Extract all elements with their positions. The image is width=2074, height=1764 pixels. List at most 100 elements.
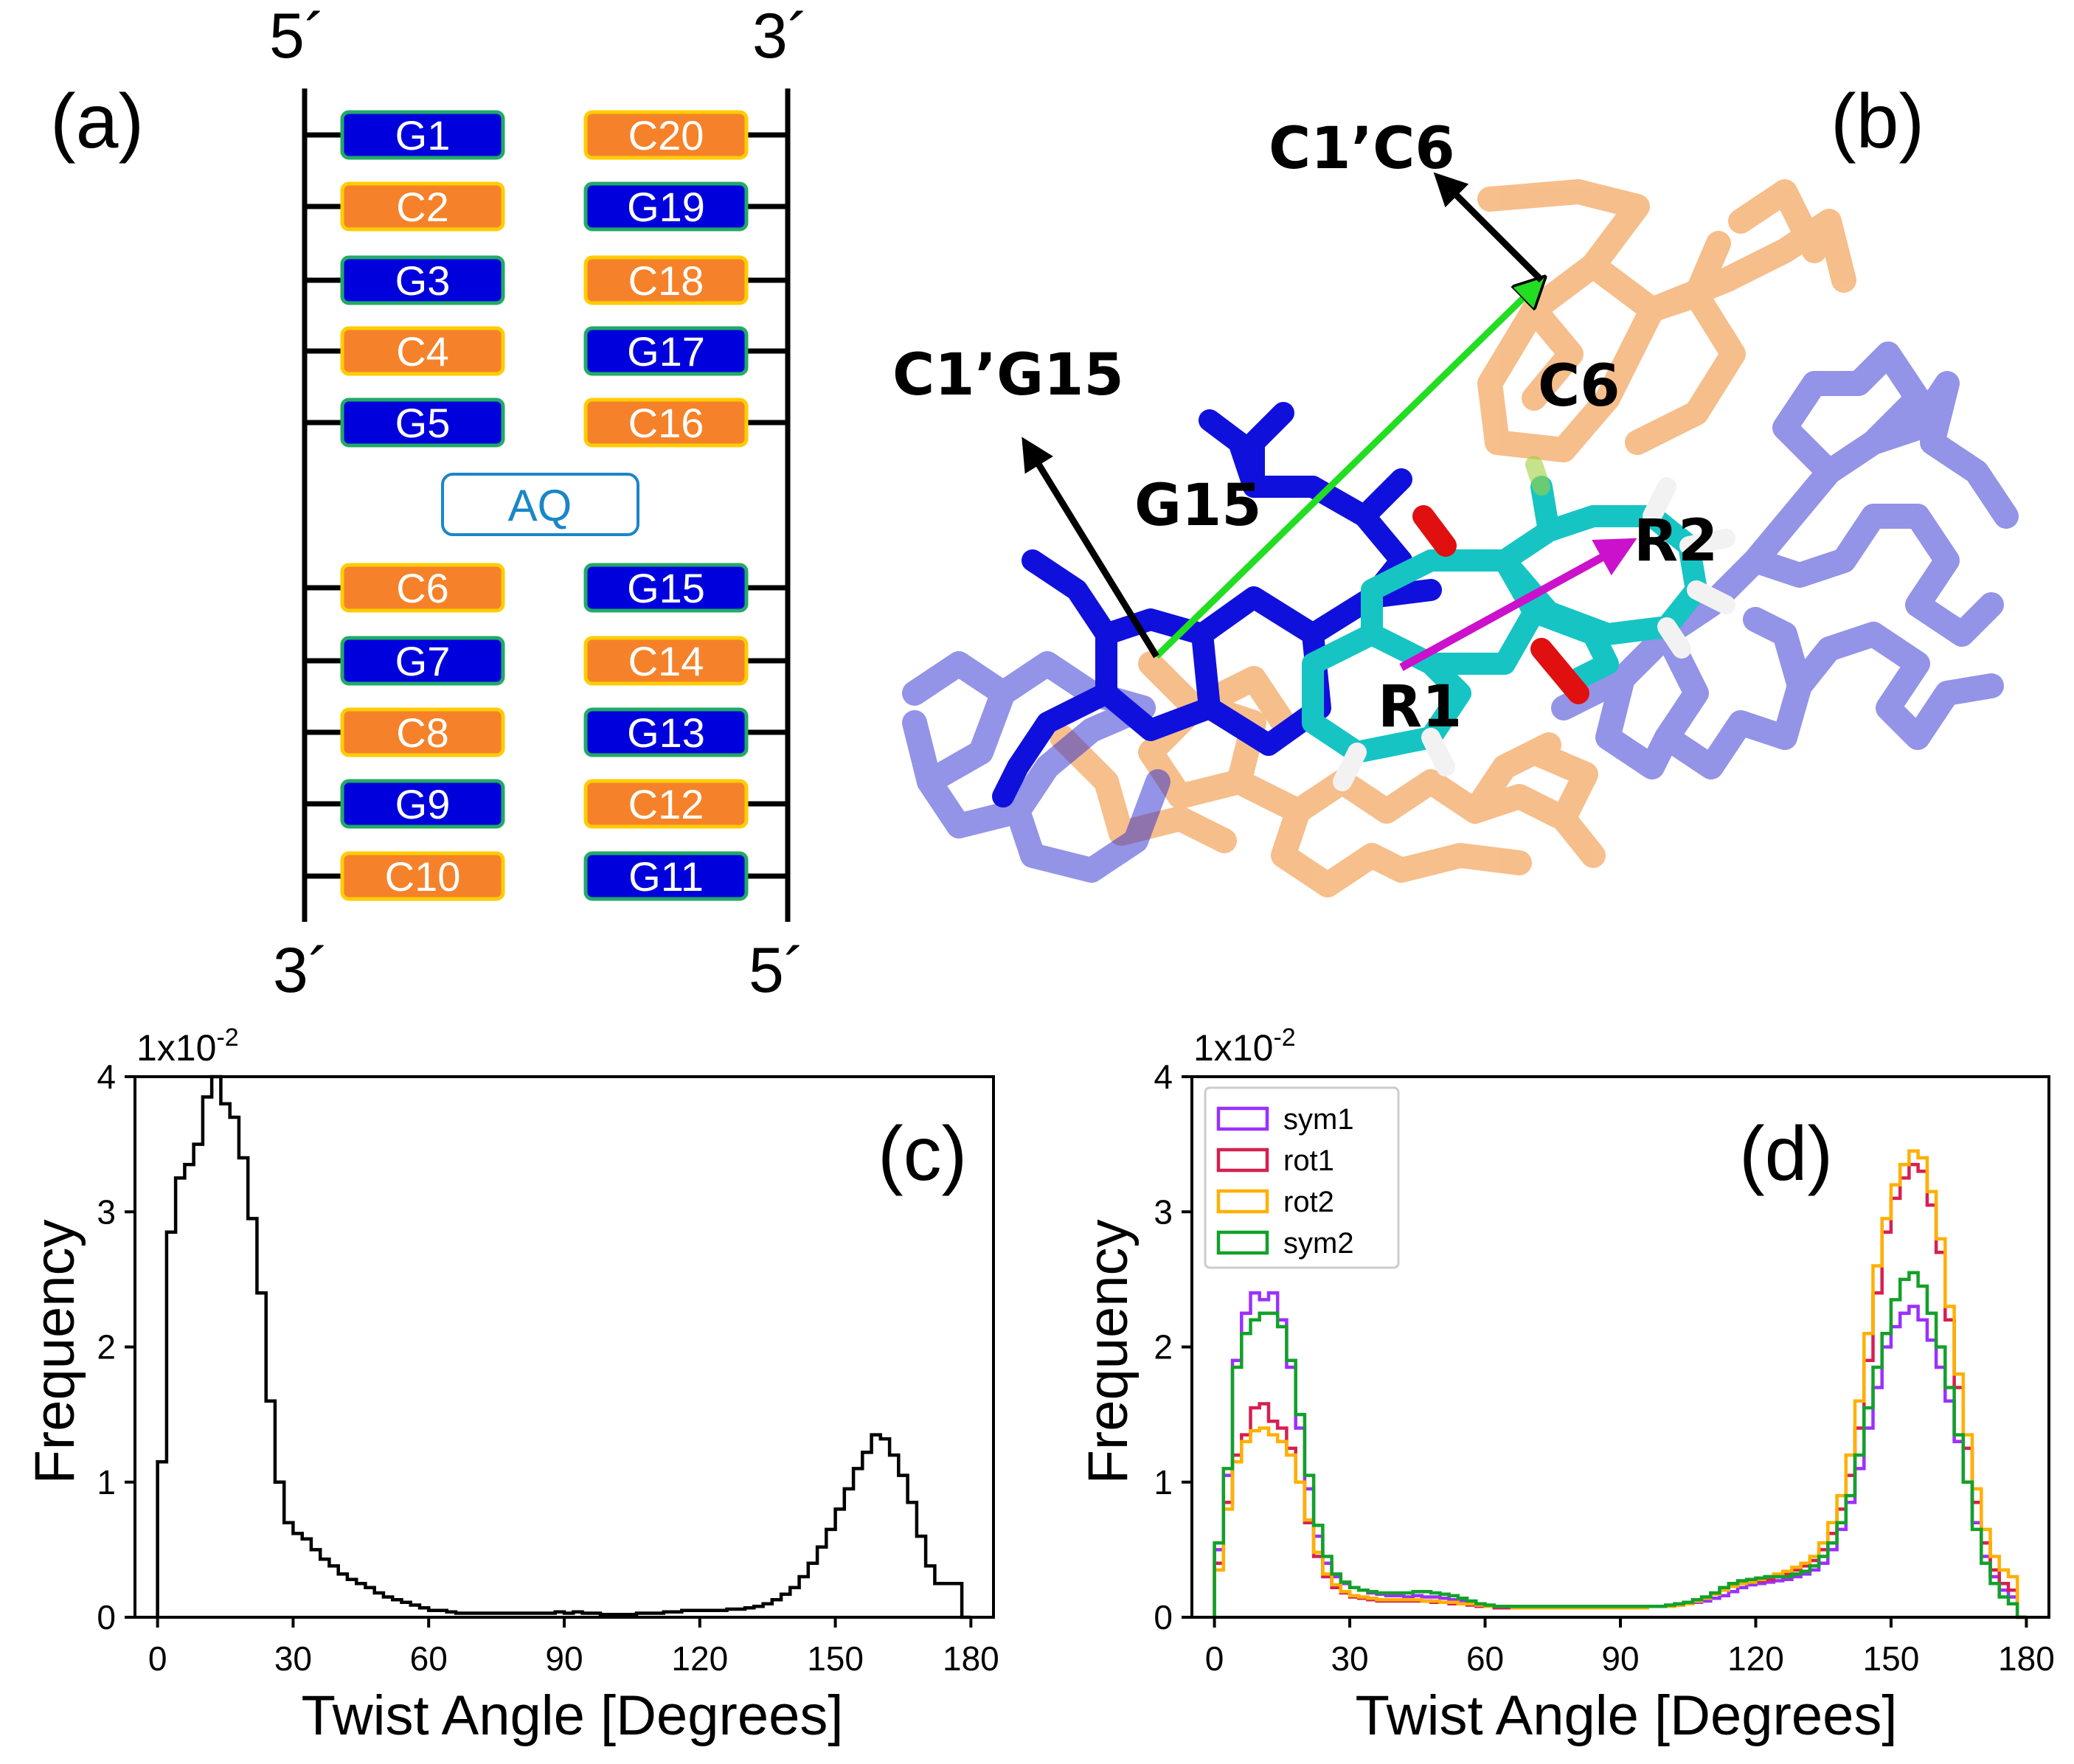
base-g13-box: [583, 707, 749, 757]
base-g7-label: G7: [395, 638, 451, 684]
legend-label-rot1: rot1: [1283, 1145, 1334, 1177]
base-c10-box: [340, 851, 505, 901]
chart-d-panel-label: (d): [1739, 1111, 1833, 1197]
green-vector-arrow: [1154, 280, 1541, 659]
series-sym1-line: [1213, 1291, 2027, 1619]
blue-strand-model: [902, 341, 2019, 883]
base-c8-box: [340, 707, 505, 757]
r2-label: R2: [1634, 508, 1718, 574]
base-g19-box: [583, 181, 749, 232]
aq-label: AQ: [508, 481, 572, 530]
base-c10-label: C10: [385, 853, 461, 900]
chart-c-ylabel: Frequency: [24, 1219, 86, 1484]
base-g13-label: G13: [627, 709, 705, 756]
x-tick-label: 120: [671, 1639, 728, 1678]
base-g11-label: G11: [628, 853, 704, 900]
y-tick-label: 2: [1154, 1328, 1173, 1367]
x-tick-label: 90: [545, 1639, 583, 1678]
g15-label: G15: [1134, 473, 1262, 539]
right-strand: C20 G19 C18 G17 C16 G15 C14 G13 C12 G11: [583, 110, 788, 901]
c1g15-label: C1’G15: [892, 342, 1124, 409]
y-tick-label: 2: [97, 1328, 116, 1367]
base-c4-box: [340, 326, 505, 376]
r1-label: R1: [1378, 674, 1462, 740]
legend-swatch-rot1: [1216, 1147, 1269, 1173]
top-left-end-label: 5´: [269, 1, 325, 72]
chart-c-panel-label: (c): [878, 1111, 967, 1197]
base-c14-label: C14: [628, 638, 704, 684]
x-tick-label: 0: [148, 1639, 167, 1678]
legend-swatch-sym2: [1216, 1230, 1269, 1255]
x-tick-label: 30: [1331, 1639, 1368, 1678]
panel-a-label: (a): [50, 79, 144, 164]
chart-d-multiplier: 1x10-2: [1193, 1024, 1296, 1069]
base-g1-label: G1: [395, 112, 451, 159]
base-c20-label: C20: [628, 112, 704, 159]
chart-d-legend: sym1 rot1 rot2 sym2: [1204, 1086, 1400, 1269]
base-g5-box: [340, 397, 505, 448]
y-tick-label: 1: [97, 1463, 116, 1501]
legend-label-rot2: rot2: [1283, 1186, 1334, 1218]
aq-box: [441, 473, 639, 536]
base-c14-box: [583, 636, 749, 686]
legend-swatch-rot2: [1216, 1189, 1269, 1214]
series-all-line: [156, 1074, 971, 1619]
top-right-end-label: 3´: [752, 1, 808, 72]
y-tick-label: 4: [97, 1058, 116, 1096]
panel-a: (a) 5´ 3´ 3´ 5´ G1 C2 G3 C4 G5 C6 G7 C8 G9 C10 C2…: [50, 1, 808, 1006]
legend-swatch-sym1: [1216, 1106, 1269, 1131]
bottom-left-end-label: 3´: [273, 935, 329, 1006]
x-tick-label: 60: [1466, 1639, 1504, 1678]
base-c18-label: C18: [628, 257, 704, 304]
panel-b: (b): [892, 79, 2019, 897]
c6-label: C6: [1538, 353, 1620, 420]
orange-strand-model: [1050, 179, 1856, 897]
series-sym2-line: [1213, 1271, 2027, 1619]
base-g7-box: [340, 636, 505, 686]
legend-label-sym1: sym1: [1283, 1103, 1354, 1136]
c1c6-label: C1’C6: [1269, 116, 1455, 182]
base-g9-label: G9: [395, 781, 451, 827]
c1c6-arrow: [1433, 172, 1544, 283]
chart-c-xlabel: Twist Angle [Degrees]: [301, 1684, 843, 1747]
y-tick-label: 3: [97, 1192, 116, 1231]
chart-d-ylabel: Frequency: [1077, 1219, 1140, 1484]
base-c12-label: C12: [628, 781, 704, 827]
base-g3-label: G3: [395, 257, 451, 304]
base-c2-label: C2: [396, 184, 449, 230]
panel-b-label: (b): [1831, 79, 1924, 164]
axes-frame: [133, 1075, 995, 1619]
bottom-right-end-label: 5´: [749, 935, 805, 1006]
base-g17-box: [583, 326, 749, 376]
base-c12-box: [583, 779, 749, 829]
x-tick-label: 60: [410, 1639, 448, 1678]
base-g3-box: [340, 255, 505, 305]
x-tick-label: 180: [943, 1639, 999, 1678]
x-tick-label: 180: [1998, 1639, 2055, 1678]
base-c6-label: C6: [396, 565, 449, 611]
aq-molecule-model: [1302, 456, 1735, 791]
y-tick-label: 1: [1154, 1463, 1173, 1501]
chart-d: 1x10-2 (d) Twist Angle [Degrees] Frequen…: [1077, 1024, 2055, 1747]
base-c8-label: C8: [396, 709, 449, 756]
base-c20-box: [583, 110, 749, 160]
magenta-vector-arrow: [1399, 538, 1637, 671]
base-g11-box: [583, 851, 749, 901]
base-g19-label: G19: [627, 184, 705, 230]
legend-frame: [1204, 1086, 1400, 1269]
x-tick-label: 0: [1205, 1639, 1224, 1678]
x-tick-label: 150: [1863, 1639, 1920, 1678]
base-c16-label: C16: [628, 400, 704, 446]
x-tick-label: 120: [1727, 1639, 1784, 1678]
x-tick-label: 90: [1601, 1639, 1639, 1678]
x-tick-label: 30: [274, 1639, 312, 1678]
base-c18-box: [583, 255, 749, 305]
y-tick-label: 3: [1154, 1192, 1173, 1231]
base-c6-box: [340, 563, 505, 613]
legend-label-sym2: sym2: [1283, 1227, 1354, 1260]
y-tick-label: 0: [1154, 1598, 1173, 1636]
base-c4-label: C4: [396, 328, 449, 375]
c1g15-arrow: [1022, 437, 1159, 659]
base-c2-box: [340, 181, 505, 232]
